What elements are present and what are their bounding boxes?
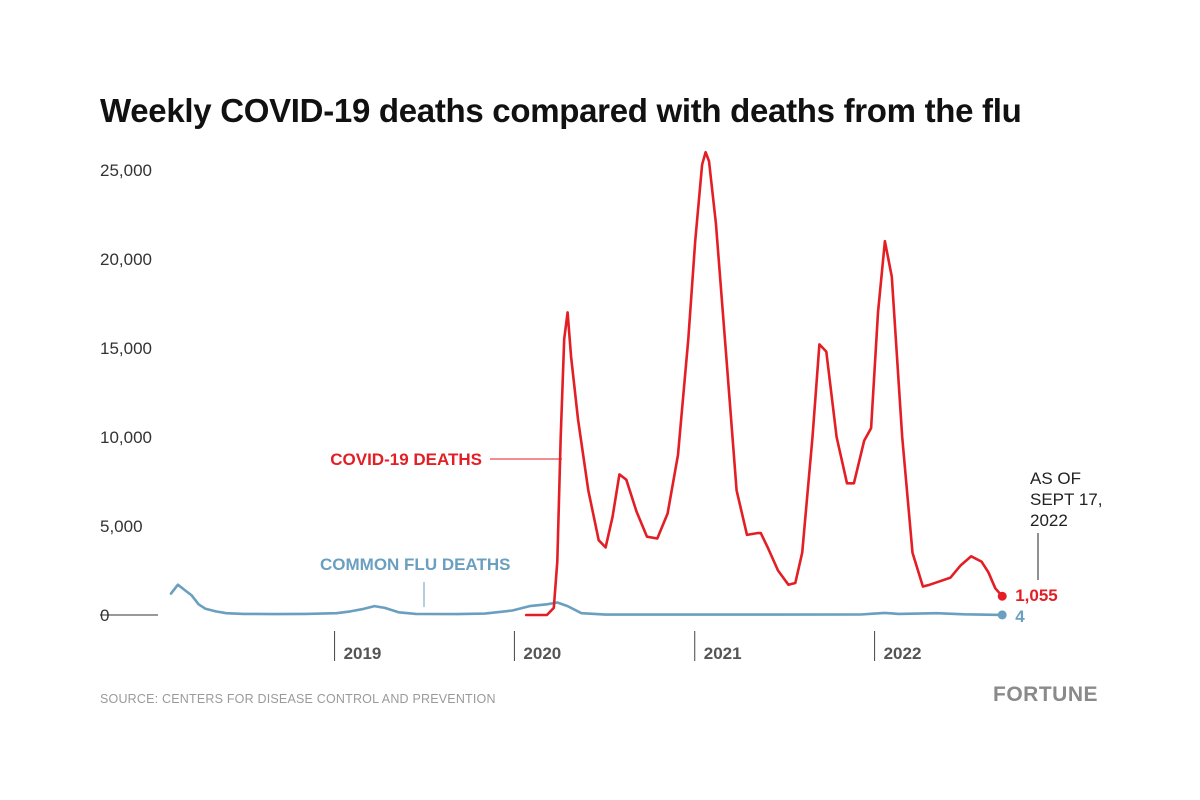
covid-end-value-label: 1,055 — [1015, 586, 1058, 605]
x-tick-label: 2021 — [704, 644, 742, 663]
y-tick-label: 15,000 — [100, 339, 152, 358]
source-note: SOURCE: CENTERS FOR DISEASE CONTROL AND … — [100, 692, 496, 706]
y-tick-label: 25,000 — [100, 161, 152, 180]
chart-title: Weekly COVID-19 deaths compared with dea… — [100, 92, 1022, 129]
as-of-line-3: 2022 — [1030, 511, 1068, 530]
y-tick-label: 0 — [100, 606, 109, 625]
series-layer: 4 1,055 — [169, 150, 1058, 626]
covid-series-line — [524, 150, 1004, 617]
x-tick-label: 2022 — [884, 644, 922, 663]
y-tick-label: 20,000 — [100, 250, 152, 269]
as-of-line-1: AS OF — [1030, 469, 1081, 488]
flu-series-line — [169, 583, 1004, 617]
x-tick-label: 2020 — [523, 644, 561, 663]
covid-series-label: COVID-19 DEATHS — [330, 450, 482, 469]
x-tick-label: 2019 — [344, 644, 382, 663]
as-of-line-2: SEPT 17, — [1030, 490, 1102, 509]
covid-end-point — [997, 591, 1007, 601]
flu-end-value-label: 4 — [1015, 607, 1025, 626]
annotation-layer: COVID-19 DEATHS COMMON FLU DEATHS AS OF … — [320, 450, 1102, 607]
axes: 0 5,000 10,000 15,000 20,000 25,000 2019 2020 20… — [100, 161, 921, 663]
y-tick-label: 5,000 — [100, 517, 143, 536]
y-tick-label: 10,000 — [100, 428, 152, 447]
flu-end-point — [997, 610, 1007, 620]
fortune-logo: FORTUNE — [993, 683, 1098, 706]
flu-series-label: COMMON FLU DEATHS — [320, 555, 510, 574]
